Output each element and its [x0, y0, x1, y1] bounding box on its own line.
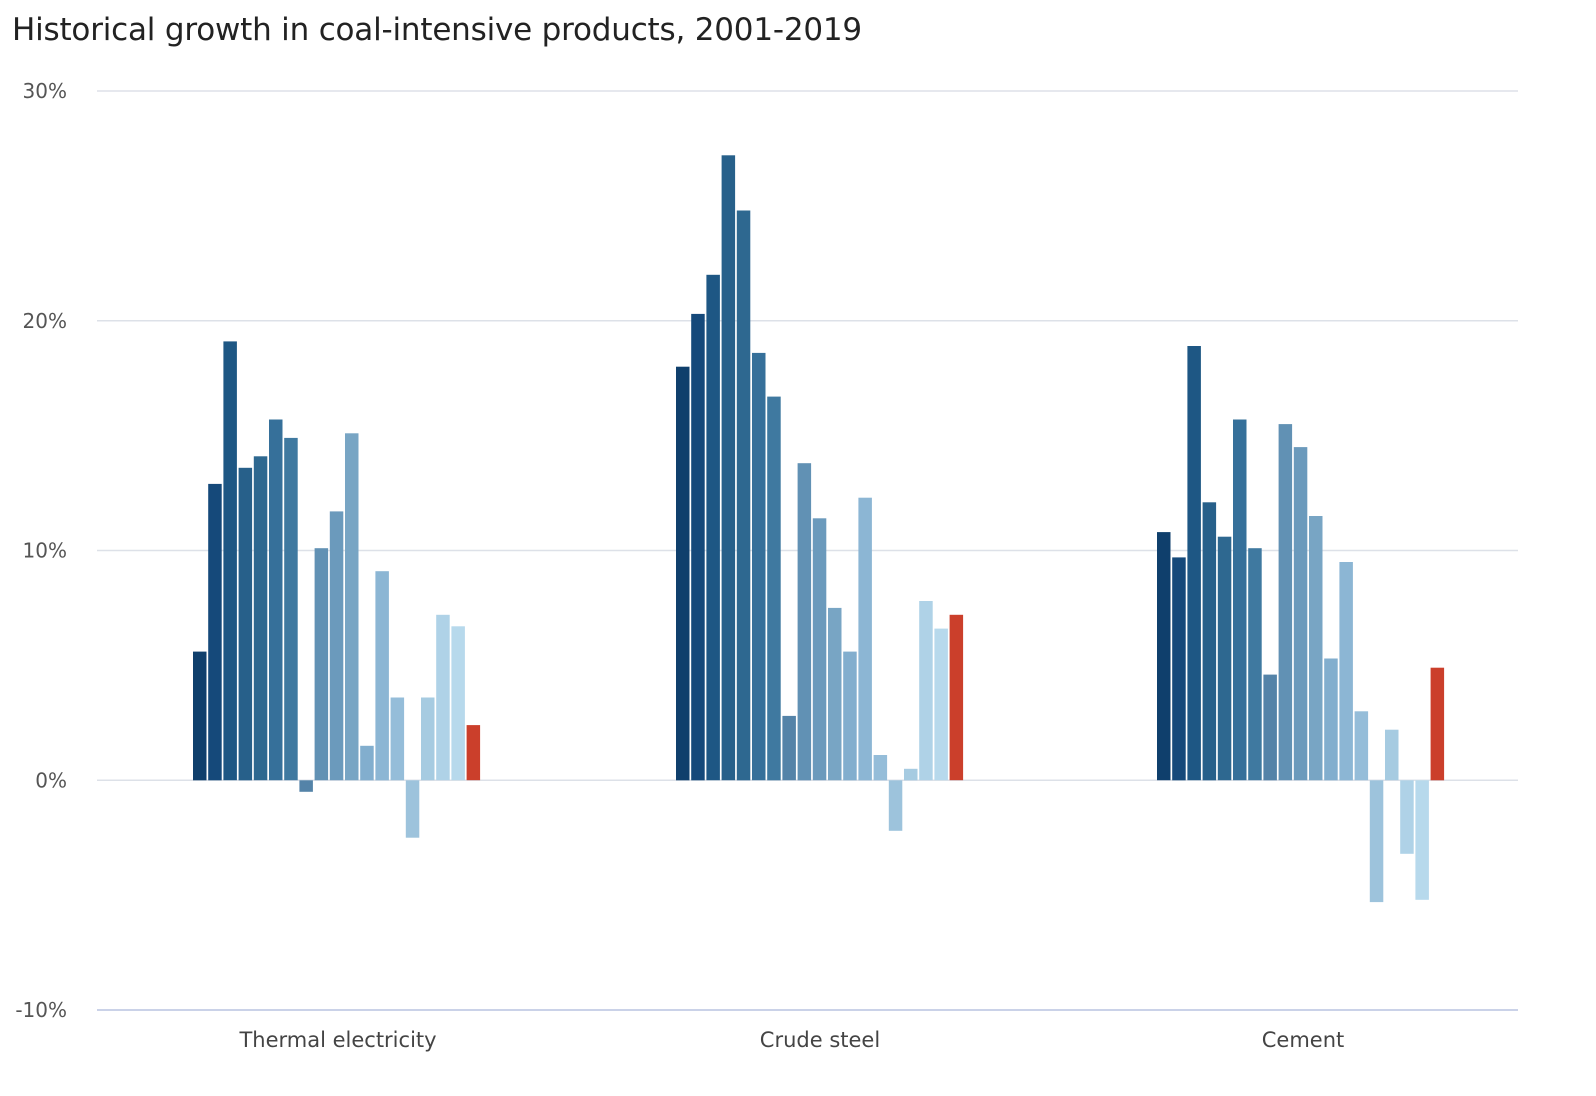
- bar: [1248, 548, 1262, 781]
- bar: [828, 607, 842, 781]
- category-label: Cement: [1262, 1028, 1345, 1052]
- bar: [1157, 532, 1171, 781]
- bar: [1339, 562, 1353, 781]
- bar: [208, 483, 222, 781]
- bar: [1263, 674, 1277, 781]
- bar: [949, 614, 964, 781]
- bar: [1233, 419, 1247, 781]
- bar: [421, 697, 435, 781]
- y-tick-label: 30%: [23, 79, 67, 103]
- bar-group: [193, 341, 481, 838]
- bar: [1385, 729, 1399, 781]
- bar: [253, 456, 268, 781]
- bar: [873, 755, 888, 781]
- bar: [466, 725, 481, 781]
- bar: [812, 518, 827, 781]
- bar: [314, 548, 329, 781]
- bar: [843, 651, 857, 781]
- bar: [1293, 447, 1308, 781]
- y-tick-label: 0%: [35, 768, 67, 792]
- bar: [1217, 536, 1232, 781]
- bar: [904, 768, 918, 781]
- bar: [1354, 711, 1369, 781]
- bar: [1202, 502, 1217, 781]
- chart-title: Historical growth in coal-intensive prod…: [12, 12, 862, 48]
- bars: [193, 155, 1445, 903]
- bar: [345, 433, 359, 781]
- y-tick-label: 10%: [23, 539, 67, 563]
- bar-group: [676, 155, 964, 831]
- bar: [934, 628, 948, 781]
- bar: [1172, 557, 1186, 781]
- bar: [752, 352, 766, 781]
- bar: [1278, 424, 1293, 781]
- bar: [405, 780, 420, 838]
- bar: [1430, 667, 1445, 781]
- bar: [193, 651, 207, 781]
- bar-group: [1157, 346, 1445, 903]
- bar: [736, 210, 751, 781]
- bar: [767, 396, 781, 781]
- bar: [1400, 780, 1414, 854]
- bar: [375, 571, 389, 781]
- y-axis-ticks: 30% 20% 10% 0% -10%: [15, 79, 67, 1022]
- category-label: Crude steel: [760, 1028, 880, 1052]
- bar: [284, 437, 298, 781]
- bar: [782, 715, 796, 781]
- bar: [269, 419, 283, 781]
- bar: [706, 274, 720, 781]
- bar: [919, 601, 933, 781]
- bar: [721, 155, 736, 781]
- bar: [1187, 346, 1201, 781]
- bar: [360, 745, 374, 781]
- bar: [223, 341, 237, 781]
- bar: [436, 614, 450, 781]
- y-tick-label: -10%: [15, 998, 67, 1022]
- bar: [676, 366, 690, 781]
- bar: [858, 497, 872, 781]
- bar: [1309, 516, 1323, 781]
- bar: [390, 697, 405, 781]
- bar: [797, 463, 812, 781]
- bar: [1415, 780, 1429, 900]
- y-tick-label: 20%: [23, 309, 67, 333]
- bar: [238, 467, 253, 781]
- bar: [1324, 658, 1338, 781]
- bar: [888, 780, 903, 831]
- bar: [329, 511, 344, 781]
- bar: [1369, 780, 1384, 903]
- bar: [299, 780, 313, 792]
- category-label: Thermal electricity: [238, 1028, 436, 1052]
- bar: [691, 313, 705, 781]
- category-labels: Thermal electricity Crude steel Cement: [238, 1028, 1344, 1052]
- bar: [451, 626, 465, 781]
